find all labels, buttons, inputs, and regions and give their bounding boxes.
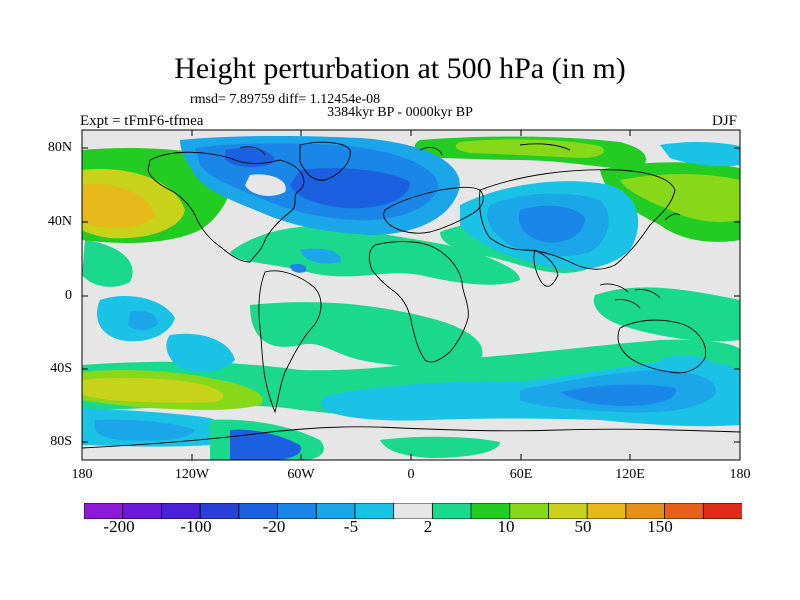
colorbar-label: -20 [262, 517, 286, 536]
coast-north-america [147, 151, 305, 263]
contour-region [620, 174, 740, 222]
colorbar-label: -100 [180, 517, 212, 536]
period-subtitle: 3384kyr BP - 0000kyr BP [327, 105, 473, 120]
contour-region [82, 240, 133, 287]
lat-label: 80N [47, 140, 72, 155]
lat-label: 0 [65, 288, 72, 303]
lon-label: 120W [174, 467, 210, 482]
contour-region [230, 429, 301, 460]
lon-label: 60E [509, 467, 533, 482]
colorbar-label: -200 [103, 517, 135, 536]
contour-region [300, 248, 341, 264]
contour-region [560, 384, 676, 406]
contour-region [225, 148, 275, 168]
coast-greenland [299, 141, 351, 181]
experiment-label: Expt = tFmF6-tfmea [80, 113, 204, 129]
lon-label: 0 [407, 467, 415, 482]
contour-region [290, 263, 307, 273]
coast-japan [664, 213, 681, 221]
coast-asia [479, 169, 676, 270]
coast-antarctica [82, 426, 740, 449]
colorbar-label: 150 [647, 517, 673, 536]
contour-region [455, 139, 604, 158]
contour-region [518, 205, 585, 243]
contour-region [128, 310, 158, 331]
coast-arctic [239, 143, 571, 156]
contour-region [660, 142, 740, 167]
season-label: DJF [712, 113, 738, 129]
lon-label: 60W [287, 467, 315, 482]
colorbar-label: 10 [497, 517, 515, 536]
contour-region [82, 377, 224, 403]
lat-label: 40S [50, 361, 72, 376]
coast-india [533, 249, 559, 287]
colorbar-label: 50 [574, 517, 592, 536]
contour-region [290, 168, 410, 209]
contour-region [250, 302, 483, 368]
lon-label: 180 [729, 467, 751, 482]
colorbar-label: -5 [343, 517, 359, 536]
stats-text: rmsd= 7.89759 diff= 1.12454e-08 [190, 92, 381, 107]
colorbar-swatch [702, 503, 742, 519]
coast-islands [599, 283, 661, 309]
coast-australia [617, 319, 707, 374]
contour-region [166, 333, 235, 372]
colorbar [84, 503, 742, 519]
lon-ticks [81, 130, 741, 460]
contour-field [82, 130, 740, 460]
coast-south-america [258, 270, 322, 414]
contour-region [380, 436, 500, 458]
coast-africa [368, 241, 469, 363]
contour-region [593, 287, 740, 342]
contour-region [82, 184, 155, 228]
coastlines [82, 141, 740, 449]
contour-region [245, 174, 286, 196]
lat-ticks [82, 147, 740, 443]
contour-region [94, 419, 195, 441]
lat-label: 80S [50, 434, 72, 449]
chart-title: Height perturbation at 500 hPa (in m) [174, 52, 626, 85]
lat-label: 40N [47, 214, 72, 229]
coast-europe [383, 186, 484, 234]
colorbar-label: 2 [423, 517, 433, 536]
lon-label: 120E [615, 467, 645, 482]
lon-label: 180 [71, 467, 93, 482]
